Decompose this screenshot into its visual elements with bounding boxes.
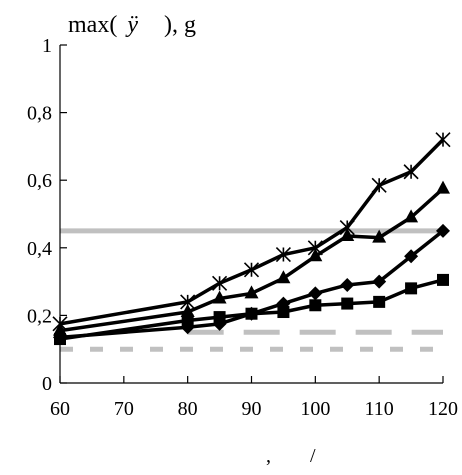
series-line-square [59,278,444,341]
diamond-marker [404,249,419,264]
triangle-marker [212,290,227,304]
y-tick-label: 0 [42,373,52,395]
triangle-marker [244,285,259,299]
y-tick-label: 0,4 [27,238,52,260]
series-line-diamond [59,229,445,340]
series-line-triangle [59,187,445,333]
square-marker [277,306,290,319]
y-tick-label: 0,6 [27,170,52,192]
diamond-marker [436,223,450,238]
title-prefix: max( [68,12,117,38]
star-marker [371,177,387,193]
diamond-marker [340,277,355,292]
series-line-star [59,138,445,326]
triangle-marker [372,229,387,243]
star-marker [275,246,291,263]
diamond-marker [308,286,323,301]
y-tick-label: 0,8 [27,103,52,125]
triangle-marker [53,322,67,336]
star-marker [435,132,451,148]
square-marker [341,297,354,310]
x-axis-label-part-2: / [310,445,316,467]
title-symbol: ÿ [125,12,138,38]
star-marker [243,262,260,278]
square-marker [437,273,449,286]
triangle-marker [308,248,323,262]
title-suffix: ), g [164,12,196,38]
x-tick-label: 70 [114,398,134,420]
x-tick-label: 120 [428,398,458,420]
chart-title: max( ÿ ), g [68,12,196,38]
star-marker [403,164,419,180]
square-marker [54,333,66,346]
square-marker [373,295,386,308]
x-tick-label: 100 [300,398,330,420]
triangle-marker [180,304,195,318]
triangle-marker [404,209,419,223]
square-marker [213,311,226,324]
square-marker [309,299,322,312]
square-marker [181,314,194,327]
x-tick-label: 90 [242,398,262,420]
triangle-marker [276,270,291,284]
triangle-marker [340,227,355,241]
square-marker [245,307,258,320]
plot-area: 0 0,2 0,4 0,6 0,8 1 60 70 80 90 100 110 120 [27,35,458,420]
diamond-marker [372,274,387,289]
y-tick-label: 0,2 [27,305,52,327]
y-tick-label: 1 [42,35,52,57]
star-marker [212,275,228,291]
square-marker [405,282,418,295]
triangle-marker [436,180,450,194]
x-tick-label: 80 [178,398,198,420]
x-axis-label-part-1: , [266,445,271,467]
x-tick-label: 110 [365,398,394,420]
x-tick-label: 60 [50,398,70,420]
